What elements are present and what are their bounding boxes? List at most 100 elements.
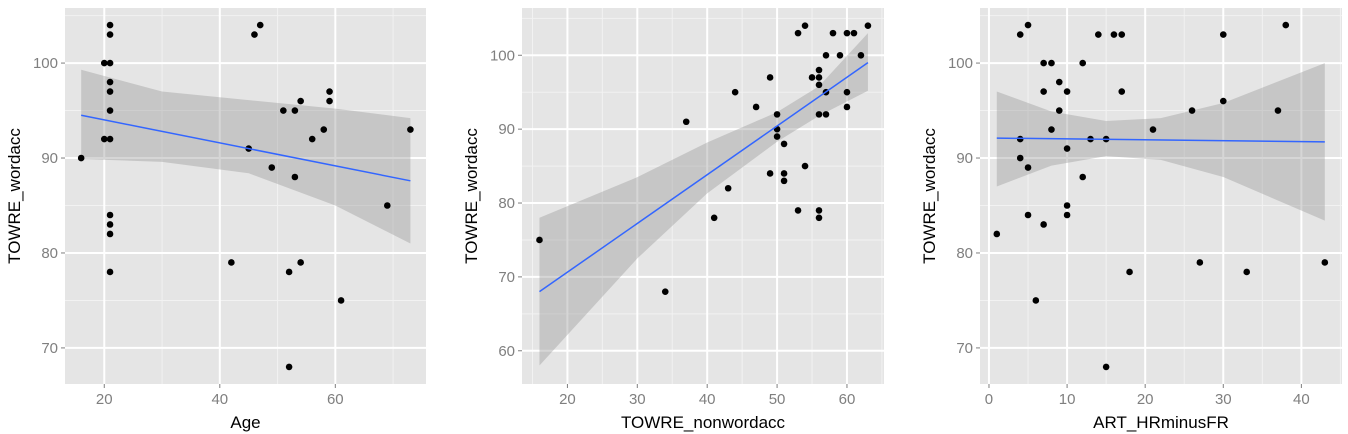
data-point xyxy=(106,31,114,38)
y-tick-label: 80 xyxy=(956,245,973,262)
data-point xyxy=(1102,363,1110,371)
data-point xyxy=(308,135,316,143)
x-tick-label: 60 xyxy=(327,391,344,408)
y-tick-label: 80 xyxy=(498,195,515,212)
data-point xyxy=(1048,59,1055,67)
data-point xyxy=(536,236,543,244)
data-point xyxy=(1063,202,1071,209)
data-point xyxy=(773,111,781,118)
data-point xyxy=(794,207,802,214)
data-point xyxy=(1040,59,1047,67)
data-point xyxy=(780,177,788,185)
y-tick-label: 90 xyxy=(956,150,973,167)
data-point xyxy=(1032,297,1040,304)
x-axis-title: Age xyxy=(230,413,260,432)
data-point xyxy=(106,107,114,114)
data-point xyxy=(1063,211,1071,219)
x-tick-label: 20 xyxy=(559,391,576,408)
data-point xyxy=(1040,88,1047,95)
data-point xyxy=(1243,268,1251,276)
panel-2: 20 30 40 50 60 60 70 80 90 100 TOWRE_nonwordacc TOW… xyxy=(462,8,884,432)
x-tick-label: 20 xyxy=(96,391,113,408)
y-axis-title: TOWRE_wordacc xyxy=(5,128,24,264)
data-point xyxy=(106,230,114,238)
data-point xyxy=(815,74,823,81)
data-point xyxy=(1063,88,1071,95)
data-point xyxy=(850,29,858,37)
data-point xyxy=(1024,21,1032,29)
data-point xyxy=(1016,154,1024,162)
data-point xyxy=(843,88,851,96)
x-tick-label: 60 xyxy=(839,391,856,408)
y-tick-label: 80 xyxy=(41,245,58,262)
x-tick-label: 20 xyxy=(1137,391,1154,408)
y-axis-title: TOWRE_wordacc xyxy=(462,128,481,264)
y-tick-label: 70 xyxy=(498,269,515,286)
y-tick-label: 70 xyxy=(41,340,58,357)
data-point xyxy=(731,88,739,96)
data-point xyxy=(1079,59,1087,67)
data-point xyxy=(384,202,391,209)
data-point xyxy=(77,154,85,162)
data-point xyxy=(320,126,328,133)
plot-background xyxy=(522,8,884,384)
data-point xyxy=(106,21,114,29)
regression-line xyxy=(539,62,869,293)
data-point xyxy=(661,288,669,295)
data-point xyxy=(1274,107,1282,114)
y-tick-label: 100 xyxy=(33,55,58,72)
data-point xyxy=(780,170,788,177)
y-tick-label: 70 xyxy=(956,340,973,357)
data-point xyxy=(1149,126,1157,133)
data-point xyxy=(1219,97,1227,105)
data-point xyxy=(291,107,299,114)
x-tick-label: 50 xyxy=(769,391,786,408)
data-point xyxy=(1110,31,1118,38)
data-point xyxy=(1024,164,1032,171)
data-point xyxy=(815,111,823,118)
data-point xyxy=(106,268,114,276)
data-point xyxy=(1079,173,1087,181)
data-point xyxy=(251,31,258,38)
data-point xyxy=(1048,126,1055,133)
data-point xyxy=(1095,31,1102,38)
data-point xyxy=(100,59,108,67)
data-point xyxy=(780,140,788,148)
data-point xyxy=(752,103,760,111)
data-point xyxy=(1126,268,1133,276)
data-point xyxy=(815,81,823,89)
data-point xyxy=(1282,21,1290,29)
x-axis-title: TOWRE_nonwordacc xyxy=(621,413,786,432)
data-point xyxy=(843,103,851,111)
data-point xyxy=(801,162,809,170)
data-point xyxy=(815,214,823,222)
regression-line xyxy=(996,137,1325,143)
data-point xyxy=(773,133,781,140)
data-point xyxy=(829,29,837,37)
y-tick-label: 60 xyxy=(498,343,515,360)
y-tick-label: 90 xyxy=(498,121,515,138)
data-point xyxy=(864,22,872,30)
plot-background xyxy=(980,8,1342,384)
data-point xyxy=(1040,221,1047,228)
data-point xyxy=(808,74,816,81)
data-point xyxy=(106,135,114,143)
y-tick-label: 100 xyxy=(490,47,515,64)
data-point xyxy=(766,74,774,81)
data-point xyxy=(326,97,333,105)
data-point xyxy=(1055,107,1063,114)
data-point xyxy=(291,173,299,181)
data-point xyxy=(285,268,293,276)
x-tick-label: 30 xyxy=(1215,391,1232,408)
data-point xyxy=(1063,145,1071,152)
x-tick-label: 40 xyxy=(699,391,716,408)
plot-background xyxy=(65,8,426,384)
data-point xyxy=(766,170,774,177)
data-point xyxy=(1016,31,1024,38)
data-point xyxy=(1321,259,1329,266)
data-point xyxy=(1118,88,1126,95)
data-point xyxy=(801,22,809,30)
data-point xyxy=(1188,107,1196,114)
data-point xyxy=(268,164,276,171)
